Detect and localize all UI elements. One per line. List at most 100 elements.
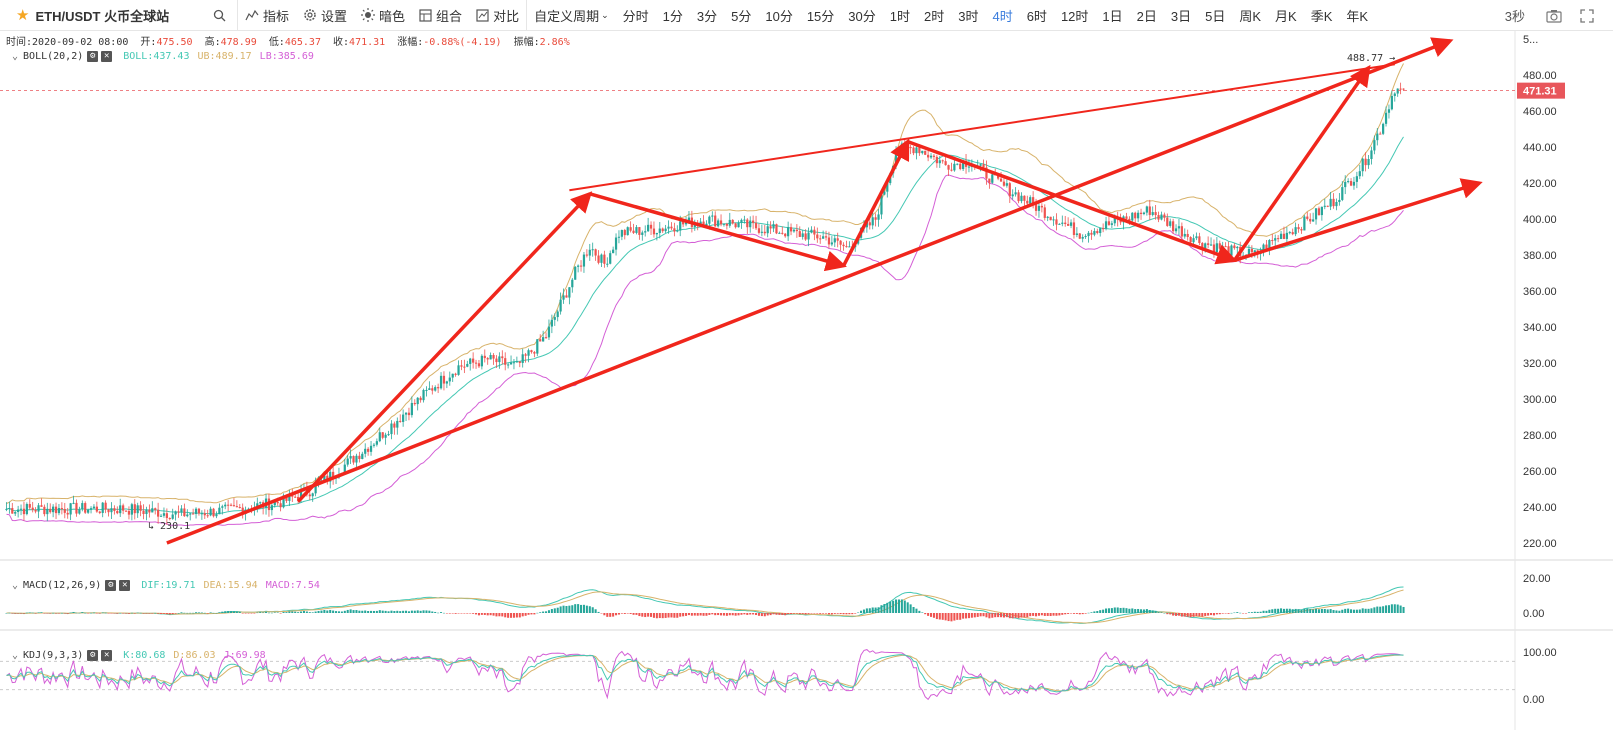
period-6[interactable]: 30分 bbox=[848, 8, 876, 24]
macd-hist-bar bbox=[349, 609, 352, 613]
candle-body bbox=[367, 448, 370, 452]
candle-body bbox=[962, 160, 965, 170]
period-16[interactable]: 5日 bbox=[1205, 8, 1226, 24]
symbol-title[interactable]: ★ ETH/USDT 火币全球站 bbox=[0, 6, 206, 25]
macd-hist-bar bbox=[343, 610, 346, 613]
macd-hist-bar bbox=[1067, 613, 1070, 614]
search-button[interactable] bbox=[206, 0, 237, 31]
period-5[interactable]: 15分 bbox=[806, 8, 835, 24]
candle-body bbox=[127, 510, 131, 515]
candle-body bbox=[232, 505, 236, 507]
macd-hist-bar bbox=[956, 613, 959, 620]
period-13[interactable]: 1日 bbox=[1102, 8, 1123, 24]
period-2[interactable]: 3分 bbox=[696, 8, 718, 24]
period-11[interactable]: 6时 bbox=[1026, 8, 1047, 24]
period-0[interactable]: 分时 bbox=[622, 8, 649, 24]
candle-body bbox=[11, 508, 14, 514]
dark-mode-button[interactable]: 暗色 bbox=[354, 0, 412, 31]
candle-body bbox=[1107, 221, 1111, 225]
candle-body bbox=[1358, 171, 1361, 177]
period-1[interactable]: 1分 bbox=[662, 8, 683, 24]
candle-body bbox=[1306, 216, 1309, 219]
period-18[interactable]: 月K bbox=[1275, 8, 1297, 24]
indicator-button[interactable]: 指标 bbox=[238, 0, 296, 31]
macd-hist-bar bbox=[1402, 606, 1405, 613]
close-icon[interactable]: ✕ bbox=[119, 580, 131, 591]
compare-button[interactable]: 对比 bbox=[469, 0, 526, 31]
period-19[interactable]: 季K bbox=[1310, 8, 1333, 24]
high-value: 478.99 bbox=[220, 37, 257, 48]
candle-body bbox=[63, 508, 66, 513]
macd-hist-bar bbox=[950, 613, 953, 622]
candle-body bbox=[1364, 158, 1367, 166]
period-10[interactable]: 4时 bbox=[992, 8, 1013, 24]
macd-hist-bar bbox=[31, 612, 34, 614]
macd-hist-bar bbox=[1035, 613, 1038, 617]
macd-hist-bar bbox=[1320, 608, 1323, 613]
star-icon[interactable]: ★ bbox=[16, 7, 30, 24]
candle-body bbox=[1250, 248, 1253, 253]
custom-period-dropdown[interactable]: 自定义周期 ⌄ bbox=[527, 0, 616, 31]
macd-hist-bar bbox=[615, 613, 618, 616]
candle-body bbox=[256, 503, 259, 508]
fullscreen-button[interactable] bbox=[1573, 0, 1605, 31]
period-9[interactable]: 3时 bbox=[958, 8, 979, 24]
candle-body bbox=[722, 223, 726, 225]
macd-hist-bar bbox=[676, 613, 679, 618]
chevron-down-icon[interactable]: ⌄ bbox=[12, 580, 19, 591]
candle-body bbox=[1134, 212, 1137, 219]
macd-hist-bar bbox=[603, 613, 606, 616]
macd-hist-bar bbox=[139, 612, 142, 614]
period-12[interactable]: 12时 bbox=[1060, 8, 1089, 24]
chart-canvas[interactable]: 220.00 240.00 260.00 280.00 300.00 320.00 340.… bbox=[0, 31, 1613, 730]
close-value: 471.31 bbox=[349, 37, 386, 48]
macd-hist-bar bbox=[1332, 610, 1335, 613]
macd-hist-bar bbox=[705, 613, 708, 616]
settings-button[interactable]: 设置 bbox=[296, 0, 354, 31]
macd-hist-bar bbox=[1172, 613, 1175, 616]
trend-arrow bbox=[1233, 178, 1483, 263]
period-4[interactable]: 10分 bbox=[765, 8, 793, 24]
macd-hist-bar bbox=[154, 612, 157, 614]
refresh-interval[interactable]: 3秒 bbox=[1504, 9, 1525, 24]
macd-hist-bar bbox=[778, 613, 781, 615]
layout-button[interactable]: 组合 bbox=[412, 0, 469, 31]
gear-icon[interactable]: ⚙ bbox=[105, 580, 117, 591]
candle-body bbox=[1274, 238, 1277, 241]
macd-hist-bar bbox=[743, 613, 746, 615]
candle-body bbox=[623, 230, 626, 236]
gear-icon[interactable]: ⚙ bbox=[87, 51, 99, 62]
camera-button[interactable] bbox=[1539, 0, 1573, 31]
candle-body bbox=[512, 362, 516, 364]
gear-icon[interactable]: ⚙ bbox=[87, 650, 99, 661]
macd-hist-bar bbox=[224, 611, 227, 613]
period-15[interactable]: 3日 bbox=[1170, 8, 1192, 24]
candle-body bbox=[1174, 228, 1178, 232]
candle-body bbox=[1104, 221, 1108, 229]
macd-hist-bar bbox=[644, 613, 647, 618]
candle-body bbox=[1049, 216, 1052, 221]
candle-body bbox=[98, 511, 101, 513]
candle-body bbox=[1282, 233, 1286, 239]
close-icon[interactable]: ✕ bbox=[101, 51, 113, 62]
candle-body bbox=[967, 166, 971, 168]
period-7[interactable]: 1时 bbox=[889, 8, 910, 24]
period-17[interactable]: 周K bbox=[1239, 8, 1262, 24]
candle-body bbox=[655, 232, 658, 235]
macd-hist-bar bbox=[994, 613, 997, 618]
macd-hist-bar bbox=[781, 613, 784, 615]
period-8[interactable]: 2时 bbox=[924, 8, 945, 24]
period-20[interactable]: 年K bbox=[1346, 8, 1369, 24]
macd-hist-bar bbox=[711, 613, 714, 615]
period-3[interactable]: 5分 bbox=[731, 8, 752, 24]
candle-body bbox=[1113, 217, 1116, 224]
macd-hist-bar bbox=[1087, 612, 1090, 614]
candle-body bbox=[396, 420, 399, 428]
period-14[interactable]: 2日 bbox=[1136, 8, 1157, 24]
chevron-down-icon[interactable]: ⌄ bbox=[12, 650, 19, 661]
macd-hist-bar bbox=[1163, 612, 1166, 614]
close-icon[interactable]: ✕ bbox=[101, 650, 113, 661]
candle-body bbox=[439, 375, 443, 389]
chevron-down-icon[interactable]: ⌄ bbox=[12, 51, 19, 62]
macd-hist-bar bbox=[924, 613, 927, 615]
